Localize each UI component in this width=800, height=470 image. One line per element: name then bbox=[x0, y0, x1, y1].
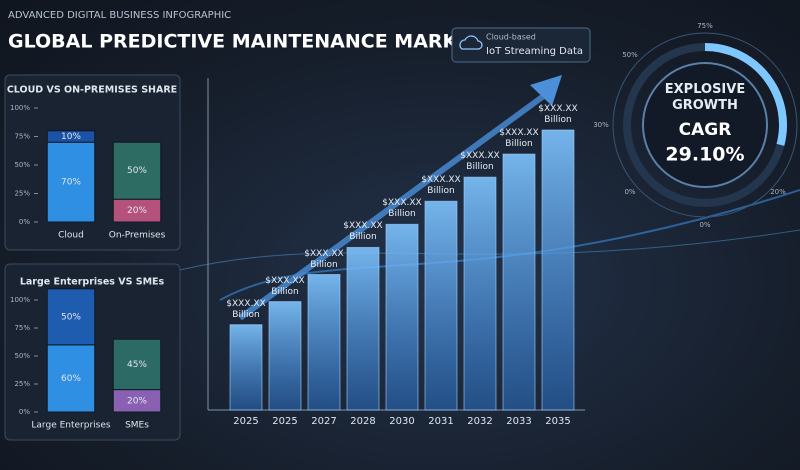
title: GLOBAL PREDICTIVE MAINTENANCE MARKET bbox=[8, 31, 483, 53]
x-tick-label: SMEs bbox=[125, 421, 149, 431]
bar bbox=[346, 246, 380, 411]
value-label: 70% bbox=[61, 178, 81, 188]
bar bbox=[502, 153, 536, 411]
bar-label: $XXX.XX Billion bbox=[304, 248, 344, 270]
bar-label: $XXX.XX Billion bbox=[538, 104, 578, 125]
bar-segment bbox=[112, 141, 162, 200]
x-tick-label: 2032 bbox=[467, 416, 492, 427]
value-label: 45% bbox=[127, 360, 147, 370]
x-tick-label: 2030 bbox=[389, 416, 414, 427]
bar-label: $XXX.XX Billion bbox=[265, 275, 305, 297]
glow-wave bbox=[219, 189, 800, 301]
gauge-value: 29.10% bbox=[665, 144, 744, 166]
bar-segment bbox=[46, 288, 96, 346]
bar bbox=[229, 324, 263, 411]
x-tick-label: 2028 bbox=[350, 416, 375, 427]
value-label: 50% bbox=[61, 312, 81, 322]
y-tick-label: 100% bbox=[10, 104, 30, 112]
bar bbox=[268, 301, 302, 411]
x-tick-label: 2025 bbox=[272, 416, 297, 427]
bar-label: $XXX.XX Billion bbox=[499, 128, 539, 150]
value-label: 60% bbox=[61, 374, 81, 384]
x-tick-label: On-Premises bbox=[109, 231, 166, 241]
gauge-scale-label: 0% bbox=[699, 221, 710, 229]
bar bbox=[541, 129, 575, 411]
gauge-scale-label: 50% bbox=[622, 51, 638, 59]
y-tick-label: 0% bbox=[19, 218, 30, 226]
x-tick-label: Large Enterprises bbox=[31, 421, 110, 431]
cloud-icon bbox=[459, 35, 483, 50]
bar bbox=[463, 176, 497, 411]
x-tick-label: 2027 bbox=[311, 416, 336, 427]
subtitle: ADVANCED DIGITAL BUSINESS INFOGRAPHIC bbox=[8, 10, 231, 21]
panel-title: CLOUD VS ON-PREMISES SHARE bbox=[7, 85, 177, 96]
bar bbox=[424, 200, 458, 411]
value-label: 20% bbox=[127, 206, 147, 216]
y-tick-label: 75% bbox=[14, 133, 30, 141]
x-tick-label: 2031 bbox=[428, 416, 453, 427]
value-label: 20% bbox=[127, 396, 147, 406]
y-tick-label: 25% bbox=[14, 190, 30, 198]
bar-label: $XXX.XX Billion bbox=[226, 298, 266, 320]
bar-segment bbox=[46, 141, 96, 223]
value-label: 10% bbox=[61, 132, 81, 142]
trend-arrow-head bbox=[530, 75, 562, 106]
bar-segment bbox=[46, 344, 96, 413]
value-label: 50% bbox=[127, 166, 147, 176]
x-tick-label: 2033 bbox=[506, 416, 531, 427]
gauge-face bbox=[642, 62, 768, 188]
gauge-ring bbox=[612, 32, 798, 218]
gauge-label: CAGR bbox=[679, 120, 732, 140]
bar-label: $XXX.XX Billion bbox=[460, 151, 500, 173]
y-tick-label: 50% bbox=[14, 161, 30, 169]
gauge-title: EXPLOSIVE GROWTH bbox=[664, 82, 746, 113]
gauge-scale-label: 20% bbox=[770, 188, 786, 196]
y-tick-label: 100% bbox=[10, 296, 30, 304]
badge bbox=[451, 27, 591, 63]
y-tick-label: 75% bbox=[14, 324, 30, 332]
bar-segment bbox=[112, 338, 162, 391]
y-tick-label: 25% bbox=[14, 380, 30, 388]
gauge-scale-label: 30% bbox=[593, 121, 609, 129]
bar-label: $XXX.XX Billion bbox=[382, 198, 422, 220]
y-tick-label: 50% bbox=[14, 352, 30, 360]
badge-line: Cloud-based bbox=[486, 33, 536, 42]
badge-line: IoT Streaming Data bbox=[486, 46, 583, 57]
gauge-arc bbox=[704, 43, 787, 146]
gauge-scale-label: 75% bbox=[697, 22, 713, 30]
gauge-scale-label: 0% bbox=[624, 188, 635, 196]
bar bbox=[385, 223, 419, 411]
bar-label: $XXX.XX Billion bbox=[343, 221, 383, 243]
y-tick-label: 0% bbox=[19, 408, 30, 416]
panel-title: Large Enterprises VS SMEs bbox=[20, 277, 165, 288]
x-tick-label: Cloud bbox=[58, 231, 84, 241]
x-tick-label: 2025 bbox=[233, 416, 258, 427]
x-tick-label: 2035 bbox=[545, 416, 570, 427]
bar-segment bbox=[46, 130, 96, 143]
bar-label: $XXX.XX Billion bbox=[421, 175, 461, 197]
bar bbox=[307, 274, 341, 411]
trend-arrow bbox=[238, 92, 547, 321]
